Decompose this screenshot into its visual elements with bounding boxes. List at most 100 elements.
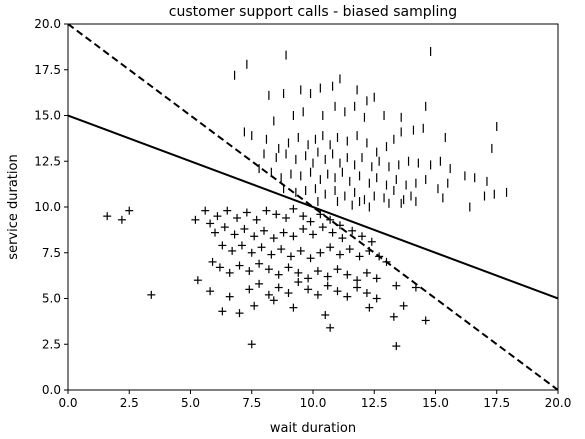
plus-marker: [294, 278, 303, 287]
plus-marker: [233, 213, 242, 222]
plus-marker: [323, 272, 332, 281]
plus-marker: [206, 287, 215, 296]
x-tick-label: 2.5: [120, 396, 139, 410]
x-axis: 0.0 2.5 5.0 7.5 10.0 12.5 15.0 17.5 20.0: [58, 390, 571, 410]
plus-marker: [289, 204, 298, 213]
plus-marker: [323, 281, 332, 290]
plus-marker: [208, 257, 217, 266]
plus-marker: [392, 342, 401, 351]
plus-marker: [147, 290, 156, 299]
reference-lines: [68, 24, 558, 390]
plus-marker: [348, 226, 357, 235]
x-tick-label: 10.0: [300, 396, 327, 410]
plus-marker: [399, 301, 408, 310]
plus-marker: [235, 309, 244, 318]
plus-marker: [240, 224, 249, 233]
plus-marker: [211, 228, 219, 237]
plus-marker: [269, 296, 278, 305]
plus-marker: [235, 261, 244, 270]
plus-marker: [318, 223, 327, 232]
plus-marker: [255, 259, 264, 268]
plus-marker: [304, 285, 313, 294]
plus-marker: [218, 241, 227, 250]
plus-marker: [316, 248, 325, 257]
y-axis-label: service duration: [6, 154, 21, 259]
plus-marker: [411, 283, 420, 292]
plus-marker: [274, 283, 283, 292]
x-tick-label: 7.5: [242, 396, 261, 410]
plus-marker: [250, 301, 259, 310]
plus-marker: [421, 316, 430, 325]
plus-marker: [284, 263, 293, 272]
plus-marker: [294, 268, 303, 277]
plus-marker: [269, 234, 278, 243]
dashed-boundary-line: [68, 24, 558, 390]
plus-marker: [306, 217, 315, 226]
plus-marker: [365, 246, 374, 255]
plus-marker: [326, 243, 335, 252]
plus-marker: [125, 206, 134, 215]
plus-marker: [245, 285, 254, 294]
plus-marker: [343, 270, 352, 279]
plus-marker: [193, 276, 202, 285]
plus-marker: [206, 219, 215, 228]
plus-marker: [215, 263, 224, 272]
y-tick-label: 20.0: [34, 17, 61, 31]
plus-marker: [313, 290, 322, 299]
plus-marker: [264, 265, 273, 274]
plus-marker: [372, 294, 381, 303]
y-tick-label: 17.5: [34, 63, 61, 77]
data-markers: [103, 46, 508, 351]
plus-marker: [309, 230, 317, 239]
plus-marker: [260, 226, 268, 235]
plus-marker: [213, 212, 222, 221]
plus-marker: [279, 228, 288, 237]
plus-marker: [220, 223, 229, 232]
plus-marker: [343, 292, 352, 301]
plus-marker: [372, 274, 381, 283]
plus-marker: [358, 232, 366, 241]
plus-marker: [299, 224, 308, 233]
plus-marker: [284, 289, 293, 298]
plus-marker: [252, 215, 261, 224]
plus-marker: [250, 232, 259, 241]
plus-marker: [296, 246, 305, 255]
plus-marker: [392, 281, 401, 290]
plus-marker: [345, 245, 354, 254]
plus-marker: [277, 245, 286, 254]
plus-marker: [316, 210, 325, 219]
plus-marker: [338, 234, 347, 243]
plus-marker: [306, 254, 315, 263]
plus-marker: [326, 323, 335, 332]
solid-boundary-line: [68, 114, 558, 300]
plus-marker: [228, 246, 237, 255]
plus-marker: [286, 252, 295, 261]
plus-marker: [333, 265, 342, 274]
x-tick-label: 0.0: [58, 396, 77, 410]
plus-marker: [245, 267, 254, 276]
plus-marker: [103, 212, 112, 221]
plus-marker: [225, 268, 234, 277]
x-tick-label: 17.5: [483, 396, 510, 410]
plus-marker: [242, 208, 251, 217]
y-axis: 0.0 2.5 5.0 7.5 10.0 12.5 15.0 17.5 20.0: [34, 17, 68, 397]
plus-marker: [272, 210, 281, 219]
x-tick-label: 15.0: [422, 396, 449, 410]
x-tick-label: 20.0: [545, 396, 572, 410]
y-tick-label: 0.0: [42, 383, 61, 397]
plus-marker: [335, 221, 344, 230]
plus-marker: [289, 303, 298, 312]
chart-title: customer support calls - biased sampling: [169, 4, 457, 20]
plus-marker: [382, 257, 391, 266]
plus-marker: [201, 206, 210, 215]
plus-marker: [321, 310, 330, 319]
plus-marker: [353, 276, 362, 285]
plus-marker: [282, 213, 291, 222]
plus-marker: [375, 252, 384, 261]
y-tick-label: 10.0: [34, 200, 61, 214]
plus-marker: [267, 250, 276, 259]
plus-marker: [333, 287, 342, 296]
plus-marker: [335, 250, 344, 259]
plus-marker: [255, 279, 264, 288]
